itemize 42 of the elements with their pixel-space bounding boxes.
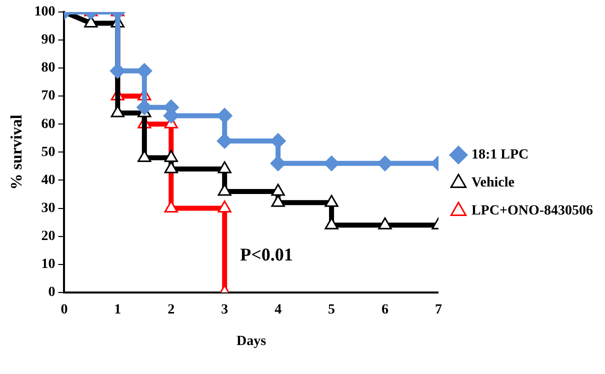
- point: [271, 194, 285, 207]
- x-tick-label: 2: [168, 302, 175, 318]
- y-tick-label: 50: [41, 144, 56, 160]
- point: [136, 63, 152, 79]
- point: [110, 63, 126, 79]
- point: [216, 133, 232, 149]
- annotation: P<0.01: [240, 244, 293, 265]
- y-tick-label: 0: [48, 285, 56, 300]
- point: [218, 200, 232, 213]
- y-tick-label: 60: [41, 116, 56, 132]
- x-tick-label: 3: [221, 302, 228, 318]
- x-tick-label: 1: [114, 302, 122, 318]
- point: [324, 156, 340, 172]
- y-tick-label: 40: [41, 172, 56, 188]
- x-tick-label: 4: [274, 302, 282, 318]
- x-axis-title: Days: [236, 334, 267, 350]
- point: [136, 100, 152, 116]
- y-tick-label: 70: [41, 88, 56, 104]
- point: [324, 194, 338, 207]
- point: [377, 156, 393, 172]
- y-tick-label: 30: [41, 200, 56, 216]
- y-tick-label: 100: [34, 4, 56, 20]
- legend-label: LPC+ONO-8430506: [471, 204, 593, 219]
- y-tick-label: 10: [41, 256, 56, 272]
- point: [270, 156, 286, 172]
- legend-label: 18:1 LPC: [471, 148, 529, 163]
- point: [138, 150, 152, 162]
- y-tick-label: 90: [41, 32, 56, 48]
- point: [164, 150, 178, 162]
- point: [218, 161, 232, 174]
- y-tick-label: 80: [41, 60, 56, 76]
- legend-label: Vehicle: [471, 176, 515, 191]
- x-tick-label: 0: [60, 302, 68, 318]
- y-tick-label: 20: [41, 228, 56, 244]
- point: [216, 108, 232, 124]
- point: [378, 217, 392, 230]
- x-tick-label: 5: [328, 302, 336, 318]
- x-tick-label: 6: [382, 302, 389, 318]
- point: [271, 184, 285, 196]
- point: [164, 200, 178, 213]
- x-tick-label: 7: [434, 302, 442, 318]
- y-axis-title: % survival: [8, 114, 26, 190]
